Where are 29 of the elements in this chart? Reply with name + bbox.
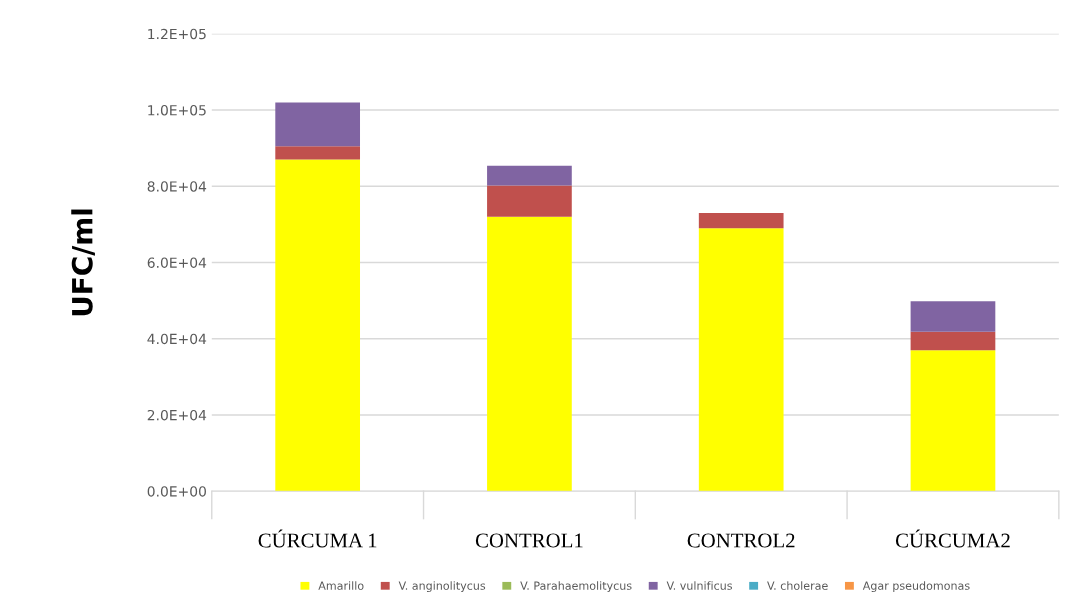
bar xyxy=(487,216,572,492)
x-tick-label: CONTROL2 xyxy=(687,533,795,548)
legend-label: V. anginolitycus xyxy=(398,581,486,592)
bar xyxy=(487,185,572,217)
y-tick-label: 8.0E+04 xyxy=(147,181,207,192)
bar xyxy=(275,102,361,147)
x-tick-label: CÚRCUMA 1 xyxy=(258,529,377,548)
legend-label: Agar pseudomonas xyxy=(862,581,970,592)
legend-label: V. Parahaemolitycus xyxy=(520,581,632,592)
y-axis-title: UFC/ml xyxy=(71,209,95,316)
y-tick-label: 6.0E+04 xyxy=(147,257,207,268)
legend-label: V. cholerae xyxy=(767,581,828,590)
legend-label: Amarillo xyxy=(318,581,364,590)
bar xyxy=(275,146,361,160)
bar xyxy=(910,301,996,332)
y-tick-label: 2.0E+04 xyxy=(147,409,207,421)
x-tick-label: CÚRCUMA2 xyxy=(895,529,1010,548)
bar xyxy=(698,212,784,229)
bar xyxy=(910,350,996,492)
bar xyxy=(698,228,784,492)
y-tick-label: 1.0E+05 xyxy=(148,104,206,116)
x-tick-label: CONTROL1 xyxy=(475,533,583,548)
legend-label: V. vulnificus xyxy=(666,581,732,590)
y-tick-label: 1.2E+05 xyxy=(148,28,206,40)
bar xyxy=(275,159,361,492)
bar xyxy=(487,165,572,186)
bar xyxy=(910,331,996,351)
y-tick-label: 4.0E+04 xyxy=(147,333,207,345)
y-tick-label: 0.0E+00 xyxy=(147,486,206,497)
